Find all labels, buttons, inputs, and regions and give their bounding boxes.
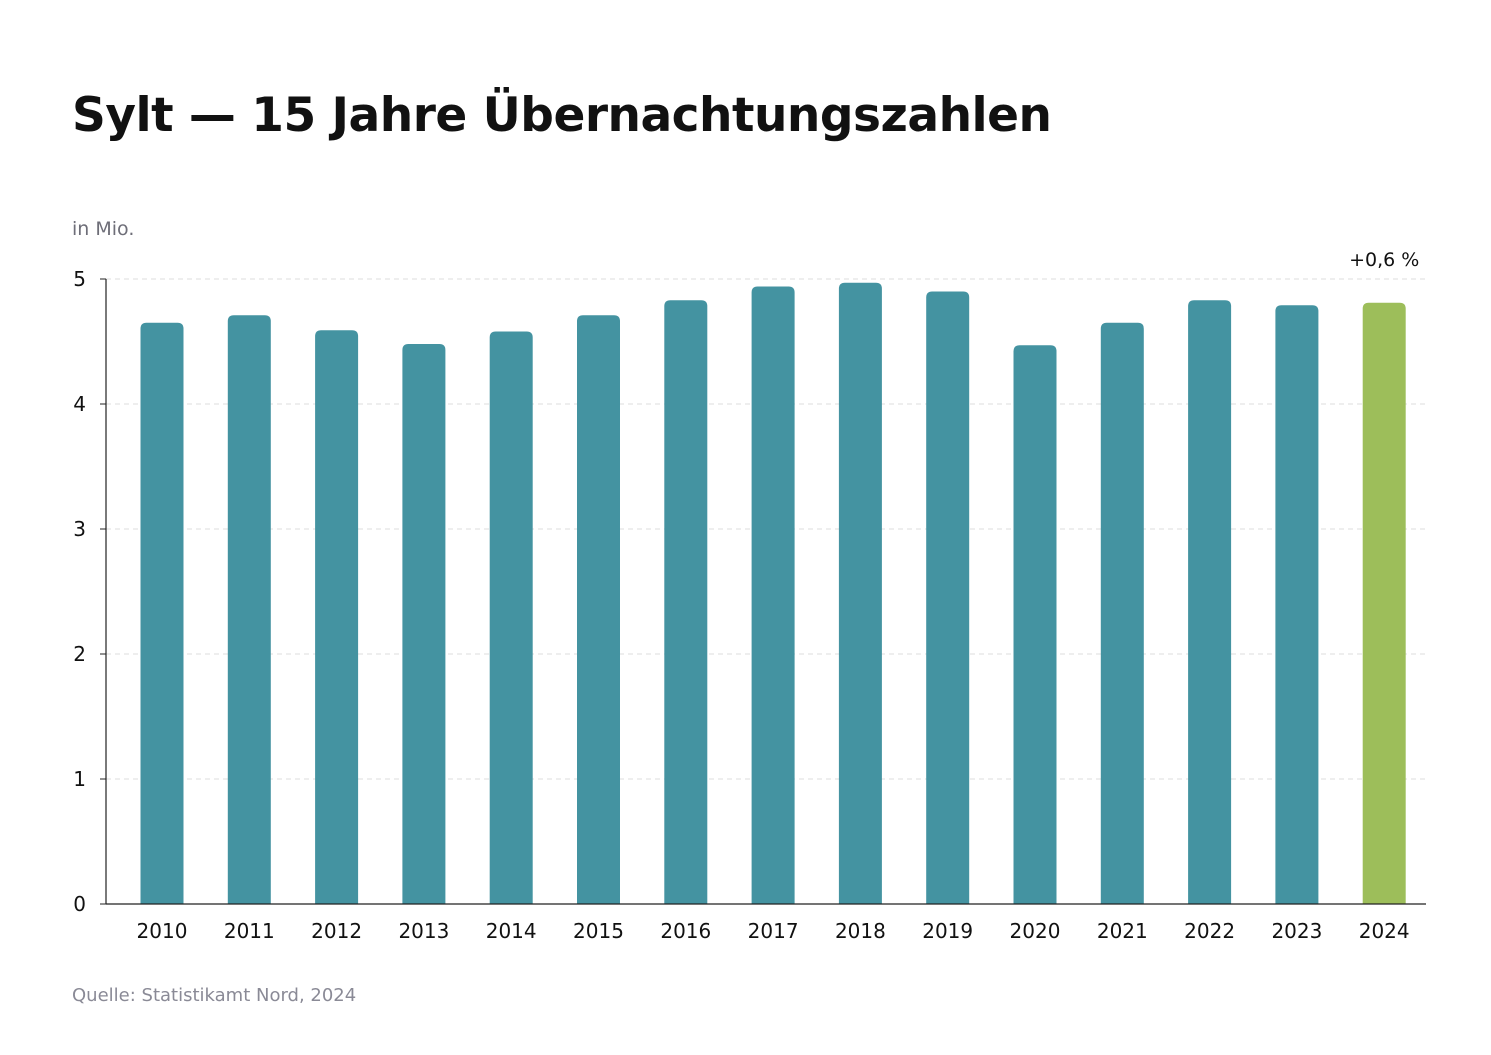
bar-2020: [1013, 345, 1057, 904]
bar-2011: [227, 315, 271, 904]
y-axis-ticks: 0 1 2 3 4 5: [73, 267, 106, 916]
bars: [140, 282, 1406, 904]
x-tick-label: 2017: [748, 919, 799, 943]
bar-2019: [926, 291, 970, 904]
x-tick-label: 2020: [1010, 919, 1061, 943]
change-annotation: +0,6 %: [1349, 249, 1419, 271]
x-axis-ticks: 2010 2011 2012 2013 2014 2015 2016 2017 2018 2019…: [137, 919, 1410, 943]
bar-2013: [402, 344, 446, 904]
chart-title: Sylt — 15 Jahre Übernachtungszahlen: [72, 88, 1052, 143]
y-tick-label: 5: [73, 267, 86, 291]
x-tick-label: 2010: [137, 919, 188, 943]
bar-2017: [751, 286, 795, 904]
bar-2015: [577, 315, 620, 904]
bar-2022: [1188, 300, 1232, 904]
bar-2012: [315, 330, 359, 904]
bar-2016: [664, 300, 708, 904]
x-tick-label: 2012: [311, 919, 362, 943]
x-tick-label: 2016: [660, 919, 711, 943]
x-tick-label: 2018: [835, 919, 886, 943]
x-tick-label: 2022: [1184, 919, 1235, 943]
source-note: Quelle: Statistikamt Nord, 2024: [72, 985, 357, 1006]
y-tick-label: 2: [73, 642, 86, 666]
y-tick-label: 3: [73, 517, 86, 541]
y-tick-label: 4: [73, 392, 86, 416]
x-tick-label: 2024: [1359, 919, 1410, 943]
bar-2010: [140, 322, 184, 904]
y-tick-label: 0: [73, 892, 86, 916]
bar-2023: [1275, 305, 1319, 904]
bar-2018: [838, 282, 882, 904]
x-tick-label: 2014: [486, 919, 537, 943]
y-tick-label: 1: [73, 767, 86, 791]
x-tick-label: 2019: [922, 919, 973, 943]
bar-2024: [1362, 302, 1406, 904]
axes: [105, 279, 1426, 905]
x-tick-label: 2021: [1097, 919, 1148, 943]
bar-2021: [1100, 322, 1144, 904]
annotations: +0,6 %: [1349, 249, 1419, 271]
x-tick-label: 2013: [398, 919, 449, 943]
x-tick-label: 2023: [1271, 919, 1322, 943]
x-tick-label: 2015: [573, 919, 624, 943]
x-tick-label: 2011: [224, 919, 275, 943]
y-axis-unit-label: in Mio.: [72, 218, 135, 240]
bar-2014: [489, 331, 533, 904]
